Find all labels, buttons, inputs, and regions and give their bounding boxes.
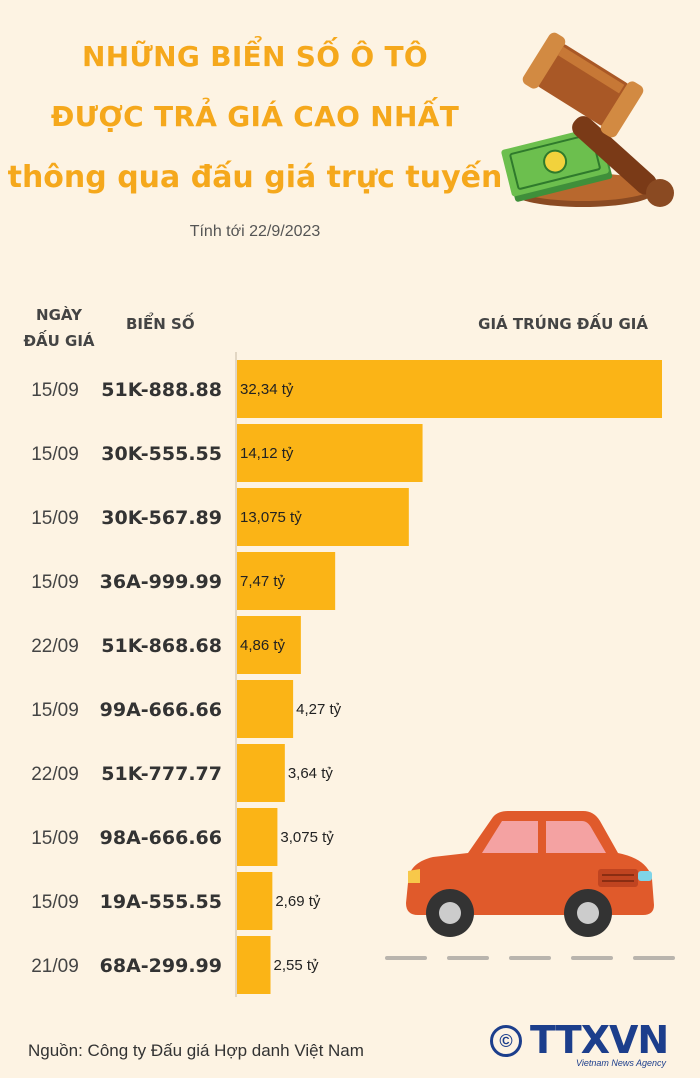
plate-label-1: 51K-888.88	[101, 379, 222, 401]
date-label-5: 22/09	[31, 636, 79, 657]
bar-3	[237, 488, 409, 546]
value-label-3: 13,075 tỷ	[240, 509, 302, 526]
value-label-4: 7,47 tỷ	[240, 573, 286, 590]
title-line-3: thông qua đấu giá trực tuyến	[7, 160, 503, 195]
value-label-5: 4,86 tỷ	[240, 637, 286, 654]
column-header-date-line2: ĐẤU GIÁ	[23, 332, 95, 350]
date-label-8: 15/09	[31, 828, 79, 849]
car-icon	[406, 811, 654, 937]
chart-axis-line	[235, 352, 237, 997]
column-header-date-line1: NGÀY	[36, 306, 82, 324]
bar-10	[237, 936, 271, 994]
value-label-2: 14,12 tỷ	[240, 445, 294, 462]
plate-label-7: 51K-777.77	[101, 763, 222, 785]
column-header-date: NGÀY ĐẤU GIÁ	[14, 302, 104, 354]
date-label-4: 15/09	[31, 572, 79, 593]
bar-2	[237, 424, 423, 482]
date-label-7: 22/09	[31, 764, 79, 785]
road-line-icon	[385, 956, 675, 960]
bar-8	[237, 808, 278, 866]
date-label-3: 15/09	[31, 508, 79, 529]
plate-label-4: 36A-999.99	[100, 571, 222, 593]
gavel-money-icon	[501, 32, 674, 207]
ttxvn-logo: TTXVN Vietnam News Agency	[530, 1020, 680, 1068]
value-label-7: 3,64 tỷ	[288, 765, 334, 782]
title-line-2: ĐƯỢC TRẢ GIÁ CAO NHẤT	[50, 100, 460, 133]
bar-9	[237, 872, 273, 930]
date-label-1: 15/09	[31, 380, 79, 401]
logo-subtitle: Vietnam News Agency	[576, 1058, 667, 1068]
as-of-date: Tính tới 22/9/2023	[189, 223, 321, 240]
date-label-2: 15/09	[31, 444, 79, 465]
plate-label-5: 51K-868.68	[101, 635, 222, 657]
value-label-8: 3,075 tỷ	[280, 829, 334, 846]
plate-label-8: 98A-666.66	[100, 827, 222, 849]
source-note: Nguồn: Công ty Đấu giá Hợp danh Việt Nam	[28, 1041, 364, 1060]
value-label-1: 32,34 tỷ	[240, 381, 294, 398]
bar-4	[237, 552, 336, 610]
plate-label-3: 30K-567.89	[101, 507, 222, 529]
logo-text: TTXVN	[530, 1018, 669, 1062]
plate-label-9: 19A-555.55	[100, 891, 222, 913]
title-line-1: NHỮNG BIỂN SỐ Ô TÔ	[81, 40, 429, 73]
copyright-icon: ©	[490, 1025, 522, 1057]
bar-7	[237, 744, 285, 802]
bar-1	[237, 360, 662, 418]
bar-6	[237, 680, 294, 738]
value-label-6: 4,27 tỷ	[296, 701, 342, 718]
plate-label-2: 30K-555.55	[101, 443, 222, 465]
plate-label-10: 68A-299.99	[100, 955, 222, 977]
plate-label-6: 99A-666.66	[100, 699, 222, 721]
date-label-9: 15/09	[31, 892, 79, 913]
column-header-plate: BIỂN SỐ	[126, 315, 195, 333]
value-label-10: 2,55 tỷ	[274, 957, 320, 974]
value-label-9: 2,69 tỷ	[275, 893, 321, 910]
date-label-10: 21/09	[31, 956, 79, 977]
date-label-6: 15/09	[31, 700, 79, 721]
column-header-price: GIÁ TRÚNG ĐẤU GIÁ	[478, 315, 648, 333]
bar-5	[237, 616, 301, 674]
